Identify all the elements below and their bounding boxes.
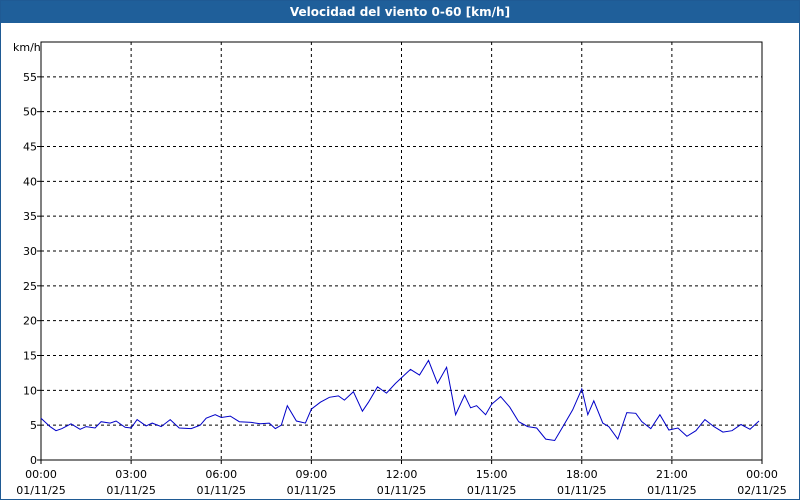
x-tick-time: 12:00 xyxy=(386,468,418,481)
y-tick-label: 0 xyxy=(30,454,37,467)
x-tick-date: 01/11/25 xyxy=(106,484,155,497)
chart-title: Velocidad del viento 0-60 [km/h] xyxy=(1,1,799,23)
x-tick-date: 01/11/25 xyxy=(16,484,65,497)
x-tick-time: 21:00 xyxy=(656,468,688,481)
grid-lines xyxy=(41,42,762,460)
y-tick-label: 35 xyxy=(23,210,37,223)
y-tick-label: 20 xyxy=(23,315,37,328)
y-axis: km/h 0 5 10 15 20 25 30 35 40 45 50 55 xyxy=(13,41,41,467)
series-group xyxy=(40,359,760,442)
x-tick-time: 00:00 xyxy=(25,468,57,481)
y-tick-label: 10 xyxy=(23,384,37,397)
x-tick-date: 01/11/25 xyxy=(197,484,246,497)
y-tick-label: 55 xyxy=(23,71,37,84)
x-tick-time: 03:00 xyxy=(115,468,147,481)
x-tick-date: 02/11/25 xyxy=(737,484,786,497)
x-tick-date: 01/11/25 xyxy=(467,484,516,497)
y-tick-label: 30 xyxy=(23,245,37,258)
x-tick-date: 01/11/25 xyxy=(647,484,696,497)
x-tick-time: 15:00 xyxy=(476,468,508,481)
y-tick-label: 15 xyxy=(23,350,37,363)
x-tick-date: 01/11/25 xyxy=(557,484,606,497)
y-axis-unit-label: km/h xyxy=(13,41,41,54)
x-tick-time: 00:00 xyxy=(746,468,778,481)
wind-speed-line xyxy=(40,359,760,442)
x-tick-date: 01/11/25 xyxy=(377,484,426,497)
y-tick-label: 5 xyxy=(30,419,37,432)
x-tick-date: 01/11/25 xyxy=(287,484,336,497)
x-tick-time: 09:00 xyxy=(296,468,328,481)
x-axis: 00:00 01/11/25 03:00 01/11/25 06:00 01/11/25 0… xyxy=(16,460,787,497)
x-tick-time: 06:00 xyxy=(205,468,237,481)
y-tick-label: 45 xyxy=(23,141,37,154)
x-tick-time: 18:00 xyxy=(566,468,598,481)
y-tick-label: 40 xyxy=(23,175,37,188)
y-tick-label: 25 xyxy=(23,280,37,293)
wind-speed-chart: km/h 0 5 10 15 20 25 30 35 40 45 50 55 00:00 01/11/2… xyxy=(13,41,787,497)
y-tick-label: 50 xyxy=(23,106,37,119)
